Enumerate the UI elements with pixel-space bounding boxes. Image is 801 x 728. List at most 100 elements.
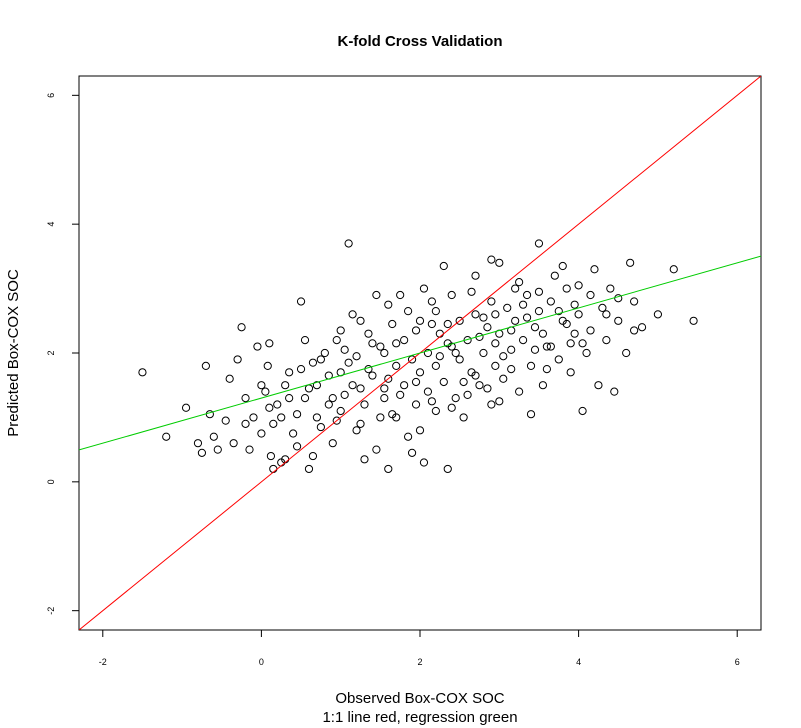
- data-point: [372, 445, 381, 454]
- data-point: [356, 316, 365, 325]
- data-point: [316, 422, 325, 432]
- data-point: [261, 387, 270, 396]
- data-point: [320, 348, 329, 358]
- y-tick-label: 0: [46, 479, 56, 484]
- data-point: [542, 365, 551, 374]
- data-point: [419, 284, 429, 293]
- x-axis-label: Observed Box-COX SOC: [335, 690, 504, 707]
- data-point: [455, 316, 464, 325]
- data-point: [463, 390, 472, 399]
- data-point: [285, 368, 294, 377]
- data-point: [479, 348, 488, 358]
- y-axis-label: Predicted Box-COX SOC: [5, 269, 22, 437]
- data-point: [522, 313, 532, 322]
- data-point: [562, 319, 571, 329]
- data-point: [308, 451, 318, 461]
- data-point: [300, 393, 310, 403]
- data-point: [285, 393, 294, 403]
- data-point: [447, 290, 456, 300]
- data-point: [352, 352, 361, 361]
- data-point: [312, 381, 322, 390]
- data-point: [388, 410, 397, 419]
- data-point: [253, 342, 262, 351]
- data-point: [396, 390, 405, 399]
- data-point: [566, 368, 575, 377]
- data-point: [598, 303, 607, 313]
- data-point: [384, 300, 393, 309]
- chart-title: K-fold Cross Validation: [337, 33, 502, 50]
- data-point: [332, 336, 341, 345]
- data-point: [610, 387, 619, 396]
- data-point: [344, 358, 353, 367]
- data-point: [277, 413, 286, 422]
- data-point: [499, 374, 508, 383]
- data-point: [225, 374, 234, 383]
- data-point: [404, 307, 413, 316]
- data-point: [554, 355, 563, 364]
- data-point: [614, 294, 623, 303]
- data-point: [653, 310, 663, 319]
- data-point: [289, 429, 298, 438]
- data-point: [388, 319, 397, 329]
- data-point: [269, 419, 278, 428]
- data-point: [292, 410, 302, 419]
- data-point: [443, 319, 452, 329]
- data-point: [181, 403, 191, 412]
- data-point: [356, 384, 365, 393]
- data-point: [546, 297, 555, 306]
- x-tick-label: 2: [417, 657, 422, 667]
- data-point: [507, 345, 516, 354]
- data-point: [499, 352, 508, 361]
- data-point: [582, 348, 591, 358]
- data-point: [265, 403, 274, 412]
- data-point: [431, 307, 440, 316]
- data-point: [495, 258, 504, 267]
- data-point: [530, 345, 540, 354]
- data-point: [336, 326, 345, 335]
- data-point: [266, 451, 276, 461]
- data-point: [292, 442, 302, 451]
- data-point: [526, 410, 536, 419]
- data-point: [384, 464, 393, 474]
- data-point: [614, 316, 623, 325]
- data-point: [467, 287, 476, 296]
- data-point: [229, 439, 238, 448]
- data-point: [245, 445, 254, 454]
- data-point: [475, 381, 484, 390]
- data-point: [376, 413, 385, 422]
- data-point: [669, 265, 678, 274]
- data-point: [590, 265, 599, 274]
- x-tick-label: 6: [735, 657, 740, 667]
- data-point: [304, 384, 314, 393]
- data-point: [237, 323, 246, 332]
- data-point: [637, 323, 647, 332]
- data-point: [269, 464, 278, 474]
- data-point: [479, 313, 488, 322]
- data-point: [415, 368, 425, 377]
- data-point: [495, 397, 504, 406]
- data-point: [376, 342, 385, 351]
- data-point: [400, 336, 409, 345]
- data-point: [459, 413, 468, 422]
- data-point: [606, 284, 615, 293]
- data-point: [487, 255, 496, 264]
- y-tick-label: 6: [46, 93, 56, 98]
- data-point: [304, 464, 314, 474]
- data-point: [380, 393, 389, 403]
- data-point: [443, 339, 452, 348]
- y-tick-label: -2: [46, 607, 56, 615]
- data-point: [570, 329, 579, 338]
- data-point: [447, 403, 456, 412]
- data-point: [162, 432, 171, 441]
- data-point: [435, 329, 444, 338]
- data-point: [340, 390, 349, 399]
- data-point: [427, 397, 436, 406]
- data-point: [507, 365, 516, 374]
- data-point: [415, 316, 425, 325]
- data-point: [415, 426, 425, 435]
- data-point: [459, 377, 468, 387]
- data-point: [249, 413, 258, 422]
- data-point: [308, 358, 318, 367]
- data-point: [586, 290, 595, 300]
- data-point: [455, 355, 464, 364]
